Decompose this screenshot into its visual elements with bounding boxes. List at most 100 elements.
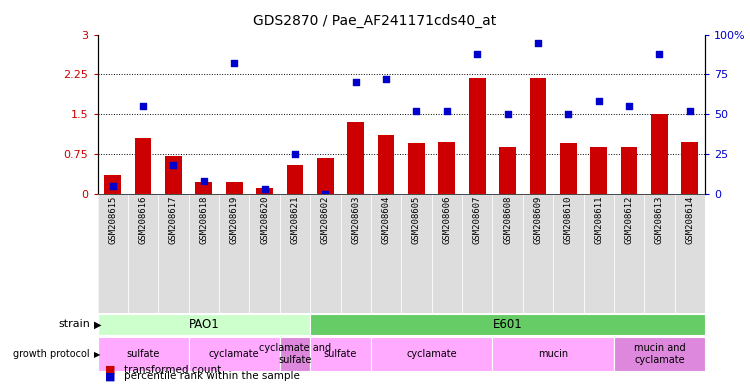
Bar <box>408 144 424 194</box>
Point <box>684 108 696 114</box>
Bar <box>196 182 212 194</box>
Text: GDS2870 / Pae_AF241171cds40_at: GDS2870 / Pae_AF241171cds40_at <box>254 13 496 28</box>
Text: GSM208617: GSM208617 <box>169 196 178 244</box>
Bar <box>310 314 705 335</box>
Point <box>106 183 118 189</box>
Bar <box>614 337 705 371</box>
Point <box>502 111 514 118</box>
Point <box>653 51 665 57</box>
Text: GSM208618: GSM208618 <box>200 196 208 244</box>
Text: GSM208605: GSM208605 <box>412 196 421 244</box>
Point <box>320 191 332 197</box>
Point <box>623 103 635 109</box>
Bar <box>98 194 128 313</box>
Bar <box>280 194 310 313</box>
Text: ■: ■ <box>105 371 116 381</box>
Text: GSM208619: GSM208619 <box>230 196 238 244</box>
Text: GSM208612: GSM208612 <box>625 196 634 244</box>
Text: strain: strain <box>58 319 90 329</box>
Bar <box>286 165 303 194</box>
Bar <box>614 194 644 313</box>
Text: ▶: ▶ <box>94 319 101 329</box>
Point <box>259 186 271 192</box>
Bar <box>189 337 280 371</box>
Bar <box>469 78 485 194</box>
Text: sulfate: sulfate <box>126 349 160 359</box>
Text: cyclamate: cyclamate <box>406 349 457 359</box>
Text: GSM208603: GSM208603 <box>351 196 360 244</box>
Bar <box>644 194 675 313</box>
Bar <box>165 156 182 194</box>
Text: GSM208604: GSM208604 <box>382 196 391 244</box>
Point <box>198 178 210 184</box>
Bar <box>492 194 523 313</box>
Point <box>562 111 574 118</box>
Bar <box>280 337 310 371</box>
Point <box>350 79 361 86</box>
Bar <box>370 194 401 313</box>
Bar <box>226 182 242 194</box>
Bar <box>675 194 705 313</box>
Point <box>137 103 149 109</box>
Text: GSM208611: GSM208611 <box>594 196 603 244</box>
Point <box>410 108 422 114</box>
Text: GSM208608: GSM208608 <box>503 196 512 244</box>
Text: GSM208607: GSM208607 <box>472 196 482 244</box>
Point <box>289 151 301 157</box>
Text: GSM208609: GSM208609 <box>533 196 542 244</box>
Point <box>167 162 179 168</box>
Text: sulfate: sulfate <box>324 349 357 359</box>
Text: GSM208614: GSM208614 <box>686 196 694 244</box>
Bar <box>249 194 280 313</box>
Bar <box>370 337 492 371</box>
Text: transformed count: transformed count <box>124 365 221 375</box>
Bar <box>651 114 668 194</box>
Point <box>380 76 392 82</box>
Bar <box>500 147 516 194</box>
Point <box>471 51 483 57</box>
Bar <box>98 314 310 335</box>
Bar <box>104 175 121 194</box>
Point <box>592 98 604 104</box>
Bar <box>340 194 370 313</box>
Bar <box>401 194 432 313</box>
Bar <box>135 138 152 194</box>
Text: GSM208621: GSM208621 <box>290 196 299 244</box>
Text: cyclamate: cyclamate <box>209 349 260 359</box>
Text: GSM208613: GSM208613 <box>655 196 664 244</box>
Text: mucin: mucin <box>538 349 568 359</box>
Text: growth protocol: growth protocol <box>13 349 90 359</box>
Bar <box>621 147 638 194</box>
Bar <box>189 194 219 313</box>
Bar <box>432 194 462 313</box>
Bar <box>439 142 455 194</box>
Bar <box>378 136 394 194</box>
Text: GSM208610: GSM208610 <box>564 196 573 244</box>
Bar <box>560 144 577 194</box>
Text: percentile rank within the sample: percentile rank within the sample <box>124 371 299 381</box>
Text: GSM208602: GSM208602 <box>321 196 330 244</box>
Bar <box>347 122 364 194</box>
Text: PAO1: PAO1 <box>188 318 219 331</box>
Bar <box>310 194 340 313</box>
Bar <box>256 187 273 194</box>
Text: mucin and
cyclamate: mucin and cyclamate <box>634 343 686 365</box>
Text: ▶: ▶ <box>94 350 100 359</box>
Bar <box>310 337 370 371</box>
Text: GSM208606: GSM208606 <box>442 196 452 244</box>
Point <box>441 108 453 114</box>
Text: ■: ■ <box>105 365 116 375</box>
Point <box>532 40 544 46</box>
Bar <box>158 194 189 313</box>
Bar <box>219 194 249 313</box>
Text: cyclamate and
sulfate: cyclamate and sulfate <box>259 343 331 365</box>
Text: GSM208615: GSM208615 <box>108 196 117 244</box>
Bar <box>553 194 584 313</box>
Bar <box>523 194 553 313</box>
Bar <box>98 337 189 371</box>
Text: GSM208620: GSM208620 <box>260 196 269 244</box>
Point <box>228 60 240 66</box>
Text: E601: E601 <box>493 318 523 331</box>
Text: GSM208616: GSM208616 <box>139 196 148 244</box>
Bar <box>128 194 158 313</box>
